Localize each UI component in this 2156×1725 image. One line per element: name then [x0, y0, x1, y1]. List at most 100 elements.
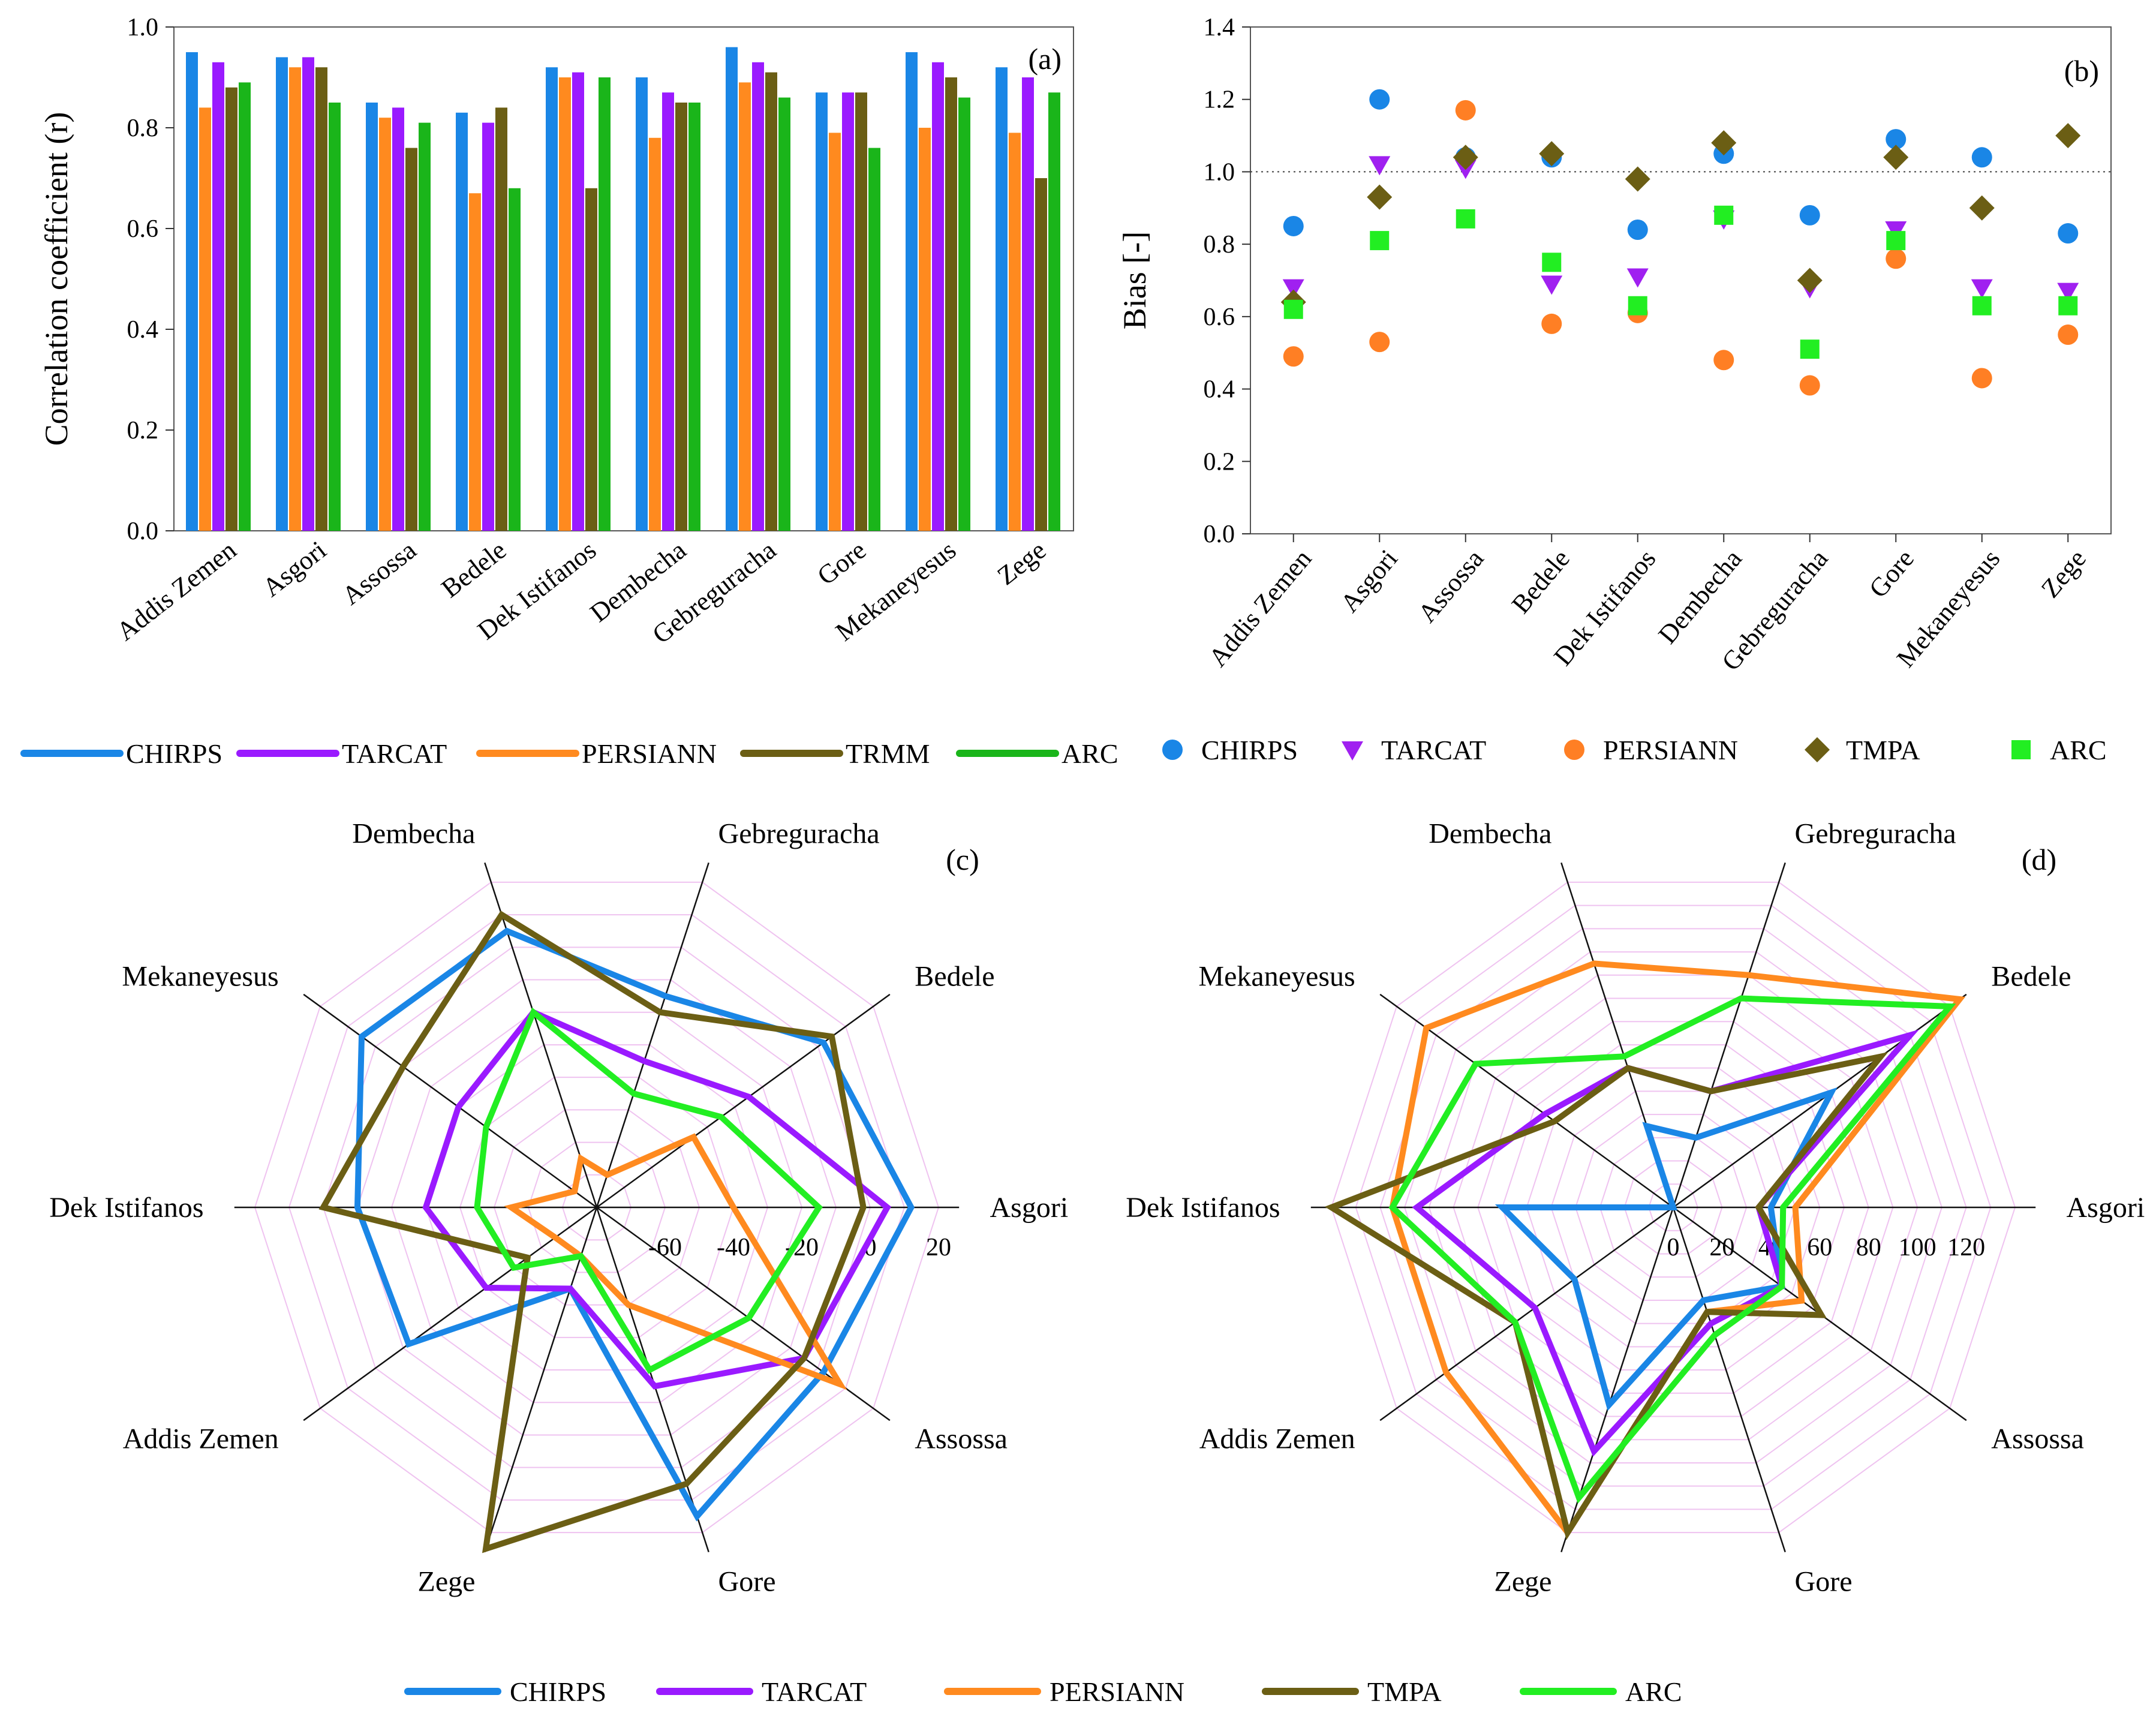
- radar-axis-label: Gore: [1795, 1565, 1853, 1597]
- bar-tarcat-asgori: [302, 57, 314, 531]
- bar-trmm-gore: [855, 92, 867, 531]
- bar-persiann-mekaneyesus: [919, 128, 931, 531]
- bar-persiann-dembecha: [649, 137, 661, 531]
- radar-spoke: [303, 1206, 597, 1422]
- radar-tick-label: -40: [717, 1234, 750, 1261]
- y-tick-label: 1.4: [1204, 14, 1235, 41]
- legend-label-tarcat: TARCAT: [342, 738, 447, 769]
- legend-label-trmm: TRMM: [846, 738, 930, 769]
- y-tick-label: 0.6: [1204, 303, 1235, 331]
- x-tick-label: Asgori: [257, 535, 332, 602]
- bar-arc-addis-zemen: [239, 82, 251, 531]
- y-tick-label: 0.0: [127, 518, 159, 545]
- bar-tarcat-dembecha: [662, 92, 674, 531]
- y-tick-label: 0.2: [1204, 448, 1235, 476]
- radar-series-chirps: [354, 927, 915, 1522]
- bar-arc-zege: [1048, 92, 1060, 531]
- radar-axis-label: Zege: [1495, 1565, 1552, 1597]
- marker-persiann-gebreguracha: [1799, 375, 1820, 396]
- marker-tarcat-dek-istifanos: [1626, 268, 1649, 288]
- x-tick-label: Assossa: [336, 535, 422, 611]
- marker-chirps-gore: [1886, 129, 1907, 150]
- x-tick-label: Asgori: [1334, 544, 1403, 618]
- x-tick-label: Bedele: [436, 535, 512, 603]
- legend-marker-persiann: [1564, 740, 1584, 760]
- radar-axis-label: Dek Istifanos: [49, 1192, 203, 1224]
- legend-label-chirps: CHIRPS: [1201, 735, 1298, 765]
- bar-chirps-gebreguracha: [726, 47, 738, 531]
- bar-chirps-assossa: [366, 103, 378, 531]
- marker-arc-assossa: [1456, 209, 1475, 229]
- panel-b-scatter-chart: 0.0 0.2 0.4 0.6 0.8 1.0 1.2 1.4 Bias [-] (b) Addis…: [1117, 14, 2112, 676]
- legend-label-arc: ARC: [2050, 735, 2107, 765]
- marker-persiann-gore: [1886, 248, 1907, 269]
- bar-chirps-zege: [996, 67, 1008, 531]
- marker-arc-dek-istifanos: [1628, 296, 1647, 315]
- bar-persiann-asgori: [289, 67, 301, 531]
- bar-trmm-bedele: [495, 107, 507, 531]
- y-tick-label: 1.2: [1204, 86, 1235, 114]
- y-tick-label: 1.0: [1204, 158, 1235, 186]
- panel-c-radar-chart: Asgori Bedele Gebreguracha Dembecha Mekaneye…: [49, 818, 1068, 1598]
- bar-persiann-bedele: [469, 193, 481, 531]
- radar-tick-label: -60: [648, 1234, 682, 1261]
- bar-tarcat-assossa: [392, 107, 404, 531]
- radar-series-persiann: [504, 1133, 847, 1390]
- marker-chirps-dek-istifanos: [1627, 220, 1648, 240]
- marker-chirps-addis-zemen: [1283, 215, 1304, 236]
- radar-axis-label: Assossa: [915, 1423, 1008, 1454]
- legend-label-chirps: CHIRPS: [126, 738, 222, 769]
- bar-tarcat-gore: [842, 92, 854, 531]
- marker-tmpa-gebreguracha: [1797, 268, 1823, 293]
- marker-persiann-dembecha: [1713, 350, 1734, 371]
- x-tick-label: Gore: [1863, 544, 1920, 603]
- legend-label-persiann: PERSIANN: [1603, 735, 1738, 765]
- legend-marker-chirps: [1162, 740, 1183, 760]
- bar-trmm-gebreguracha: [765, 72, 777, 531]
- x-tick-label: Bedele: [1506, 544, 1575, 619]
- bar-arc-gebreguracha: [778, 97, 790, 531]
- marker-persiann-assossa: [1455, 100, 1476, 121]
- marker-tmpa-gore: [1883, 145, 1909, 170]
- radar-series-arc: [474, 1007, 823, 1374]
- radar-spoke: [484, 1207, 598, 1553]
- bar-arc-assossa: [419, 122, 431, 531]
- radar-spoke: [1379, 1206, 1674, 1422]
- legend-label-tmpa: TMPA: [1367, 1676, 1442, 1707]
- marker-arc-dembecha: [1714, 205, 1734, 225]
- bar-chirps-asgori: [276, 57, 288, 531]
- marker-persiann-addis-zemen: [1283, 346, 1304, 367]
- marker-persiann-mekaneyesus: [1971, 368, 1992, 389]
- marker-arc-addis-zemen: [1283, 299, 1303, 319]
- plot-frame: [1250, 26, 2112, 534]
- marker-arc-gebreguracha: [1800, 339, 1820, 359]
- radar-axis-label: Dembecha: [1429, 818, 1551, 850]
- panel-label: (c): [946, 843, 979, 876]
- bar-arc-gore: [868, 148, 880, 531]
- radar-axis-label: Mekaneyesus: [122, 961, 278, 993]
- bar-trmm-asgori: [315, 67, 327, 531]
- marker-arc-zege: [2058, 296, 2078, 315]
- radar-axis-label: Addis Zemen: [123, 1423, 279, 1454]
- legend-cd: CHIRPS TARCAT PERSIANN TMPA ARC: [404, 1676, 1682, 1707]
- x-tick-label: Gore: [812, 535, 871, 591]
- radar-spoke: [484, 862, 598, 1208]
- bar-trmm-assossa: [405, 148, 417, 531]
- radar-spoke: [596, 993, 891, 1209]
- bar-tarcat-bedele: [482, 122, 494, 531]
- marker-tmpa-mekaneyesus: [1969, 195, 1995, 221]
- bar-trmm-zege: [1035, 178, 1047, 531]
- y-tick-label: 1.0: [127, 14, 159, 41]
- bar-tarcat-gebreguracha: [752, 62, 764, 531]
- radar-axis-label: Assossa: [1991, 1423, 2084, 1454]
- radar-axis-label: Asgori: [990, 1192, 1069, 1224]
- legend-label-chirps: CHIRPS: [510, 1676, 606, 1707]
- x-tick-label: Zege: [2035, 544, 2092, 603]
- radar-axis-label: Mekaneyesus: [1198, 961, 1355, 993]
- x-tick-label: Addis Zemen: [111, 535, 242, 646]
- radar-tick-label: 80: [1856, 1234, 1881, 1261]
- radar-axis-label: Gebreguracha: [718, 818, 880, 850]
- marker-tmpa-zege: [2055, 123, 2081, 149]
- bar-arc-asgori: [329, 103, 341, 531]
- marker-tmpa-assossa: [1453, 145, 1478, 170]
